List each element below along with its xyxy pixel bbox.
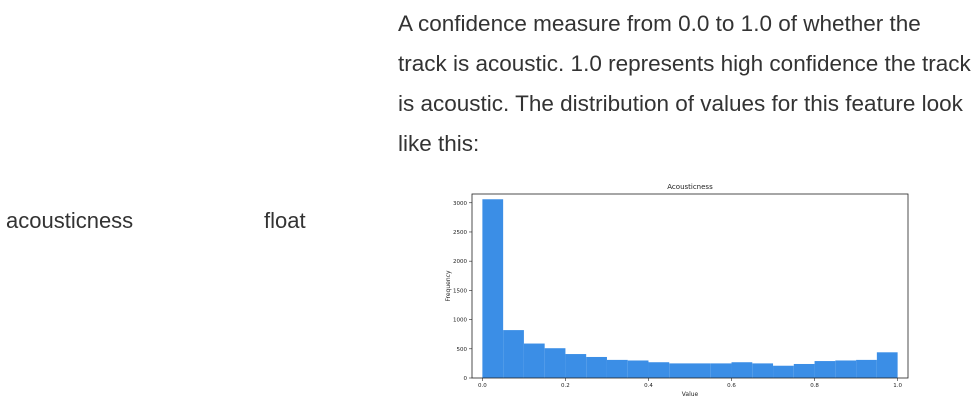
chart-title: Acousticness: [667, 183, 713, 191]
histogram-bar: [793, 363, 815, 378]
histogram-bar: [710, 363, 732, 378]
y-tick-label: 500: [457, 347, 468, 353]
y-tick-label: 0: [464, 376, 468, 382]
feature-description: A confidence measure from 0.0 to 1.0 of …: [398, 11, 971, 156]
histogram-bar: [669, 363, 690, 378]
y-tick-label: 1500: [453, 288, 467, 294]
x-axis-label: Value: [682, 391, 699, 398]
plot-frame: [471, 193, 909, 379]
histogram-bar: [544, 348, 566, 378]
x-tick-label: 0.8: [810, 383, 819, 389]
histogram-bar: [690, 363, 711, 378]
x-tick-label: 0.6: [727, 383, 736, 389]
x-tick-label: 0.2: [561, 383, 570, 389]
x-tick-label: 0.0: [478, 383, 487, 389]
histogram-bar: [752, 363, 774, 378]
histogram-bar: [814, 361, 836, 378]
histogram-bar: [482, 199, 504, 378]
y-tick-label: 2500: [453, 230, 467, 236]
histogram-svg: Acousticness 0 500 1000 1500 2000 2500 3000 0.…: [445, 183, 909, 398]
y-tick-label: 2000: [453, 259, 467, 265]
y-tick-label: 1000: [453, 318, 467, 324]
histogram-bar: [773, 365, 794, 378]
histogram-bar: [627, 360, 649, 378]
histogram-bar: [835, 360, 857, 378]
feature-key: acousticness: [6, 208, 134, 233]
histogram-bar: [648, 362, 670, 378]
histogram-bar: [586, 356, 607, 378]
histogram-bar: [731, 362, 753, 378]
x-tick-label: 0.4: [644, 383, 653, 389]
histogram-bar: [606, 359, 628, 378]
x-tick-label: 1.0: [893, 383, 902, 389]
histogram-bar: [565, 354, 587, 378]
histogram-bar: [523, 343, 545, 378]
feature-type: float: [264, 208, 306, 233]
y-axis-label: Frequency: [445, 270, 452, 301]
bars-group: [482, 199, 898, 378]
x-axis-ticks: 0.0 0.2 0.4 0.6 0.8 1.0: [478, 378, 902, 389]
y-axis-ticks: 0 500 1000 1500 2000 2500 3000: [453, 201, 472, 382]
histogram-bar: [503, 330, 524, 378]
histogram-bar: [856, 359, 877, 378]
histogram-bar: [876, 352, 898, 378]
acousticness-histogram: Acousticness 0 500 1000 1500 2000 2500 3000 0.…: [412, 178, 912, 402]
y-tick-label: 3000: [453, 201, 467, 207]
